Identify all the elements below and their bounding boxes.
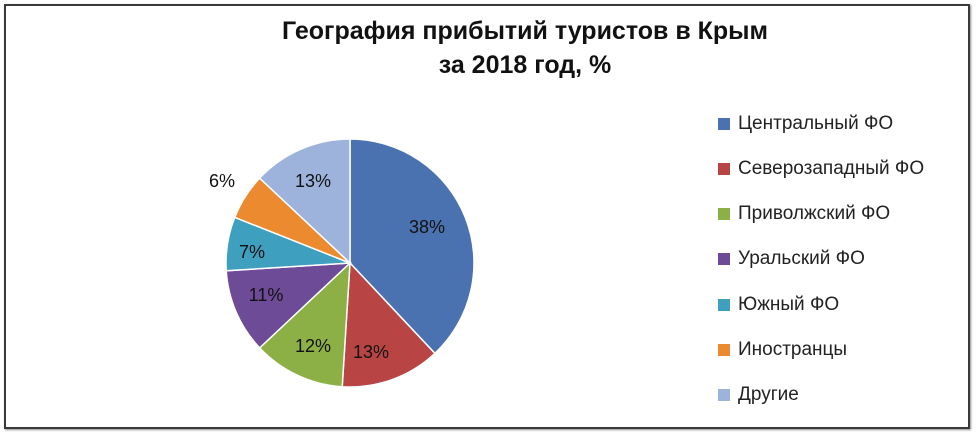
legend-item: Центральный ФО [718, 112, 924, 135]
legend-label: Уральский ФО [738, 248, 865, 270]
chart-title: География прибытий туристов в Крым за 20… [0, 14, 978, 82]
legend: Центральный ФО Северозападный ФО Приволжск… [718, 112, 924, 429]
legend-label: Южный ФО [738, 293, 840, 315]
legend-item: Южный ФО [718, 293, 924, 316]
legend-item: Северозападный ФО [718, 157, 924, 180]
legend-item: Другие [718, 384, 924, 407]
legend-swatch [718, 253, 730, 266]
legend-swatch [718, 117, 730, 130]
chart-frame [4, 4, 970, 429]
slice-label: 7% [239, 242, 265, 262]
legend-swatch [718, 162, 730, 175]
slice-label: 11% [249, 285, 284, 305]
chart-title-line-1: География прибытий туристов в Крым [281, 17, 769, 45]
slice-label: 13% [295, 171, 331, 191]
legend-label: Центральный ФО [738, 112, 894, 134]
slice-label: 38% [409, 217, 445, 237]
pie-labels: 38% 13% 12% 11% 7% 6% 13% [209, 171, 445, 362]
legend-swatch [718, 298, 730, 311]
slice-label: 12% [295, 336, 331, 356]
legend-item: Иностранцы [718, 338, 924, 361]
legend-label: Северозападный ФО [738, 157, 925, 179]
pie-slice [258, 138, 351, 265]
pie-slice [225, 262, 353, 349]
legend-label: Иностранцы [738, 338, 848, 360]
legend-label: Приволжский ФО [738, 203, 891, 225]
chart-title-line-2: за 2018 год, % [438, 51, 612, 79]
legend-item: Приволжский ФО [718, 203, 924, 226]
pie-slices [225, 138, 475, 388]
legend-swatch [718, 343, 730, 356]
legend-swatch [718, 208, 730, 221]
legend-swatch [718, 389, 730, 402]
legend-label: Другие [738, 384, 799, 406]
pie-slice [341, 261, 436, 388]
slice-label: 6% [209, 171, 235, 191]
pie-slice [349, 138, 475, 355]
pie-slice [258, 261, 351, 388]
legend-item: Уральский ФО [718, 248, 924, 271]
slice-label: 13% [353, 342, 389, 362]
